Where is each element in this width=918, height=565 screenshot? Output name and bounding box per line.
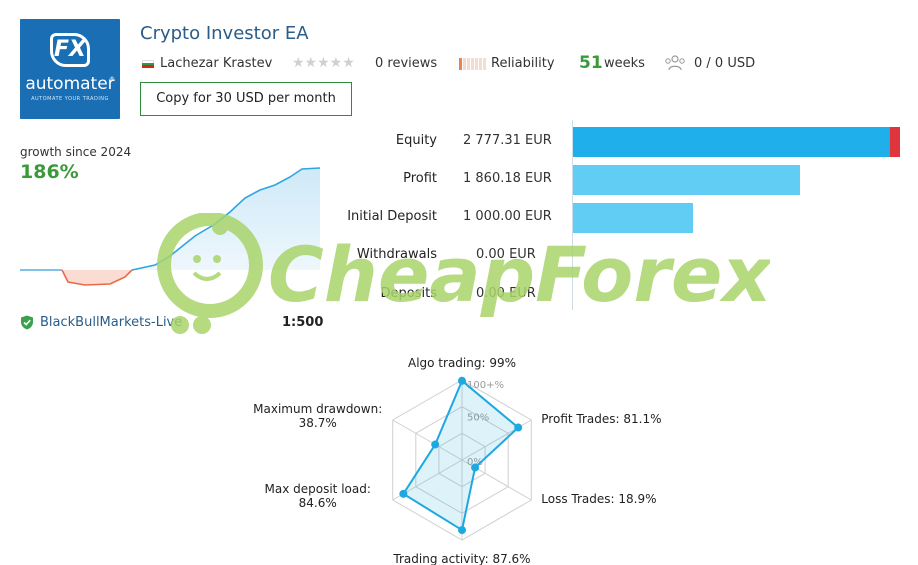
weeks-label: weeks [604, 56, 645, 71]
deposits-value: 0.00 EUR [476, 286, 536, 301]
rating-stars-icon: ★★★★★ [292, 55, 355, 71]
broker-link[interactable]: BlackBullMarkets-Live [40, 315, 183, 330]
verified-shield-icon [20, 315, 34, 334]
deposits-label: Deposits [380, 286, 437, 301]
logo-fx-mark: FX [50, 33, 90, 67]
radar-point-2 [471, 463, 480, 472]
radar-point-4 [399, 489, 408, 498]
radar-ring-label-0: 100+% [467, 380, 504, 391]
growth-sparkline[interactable] [20, 160, 322, 300]
equity-label: Equity [395, 133, 437, 148]
author-name[interactable]: Lachezar Krastev [160, 56, 273, 71]
radar-ring-label-2: 0% [467, 457, 483, 468]
radar-spoke-5 [392, 419, 463, 461]
radar-point-1 [514, 423, 523, 432]
equity-value: 2 777.31 EUR [463, 133, 552, 148]
drawdown-line [61, 269, 133, 286]
radar-label-3: Trading activity: 87.6% [393, 552, 531, 565]
leverage-value: 1:500 [282, 315, 324, 330]
subscribers-value: 0 / 0 USD [694, 56, 756, 71]
withdrawals-value: 0.00 EUR [476, 247, 536, 262]
signal-title[interactable]: Crypto Investor EA [140, 23, 309, 44]
financial-bar-0 [572, 127, 890, 157]
radar-label-2: Loss Trades: 18.9% [541, 492, 657, 506]
radar-point-5 [431, 440, 440, 449]
profit-label: Profit [403, 171, 437, 186]
initial-deposit-value: 1 000.00 EUR [463, 209, 552, 224]
bulgaria-flag-icon [142, 60, 154, 68]
logo-tagline: AUTOMATE YOUR TRADING [31, 96, 109, 102]
radar-label-1: Profit Trades: 81.1% [541, 412, 662, 426]
financial-bar-1 [572, 165, 800, 195]
radar-label-5: Maximum drawdown: 38.7% [253, 402, 383, 430]
radar-label-0: Algo trading: 99% [407, 356, 516, 370]
profit-value: 1 860.18 EUR [463, 171, 552, 186]
financial-bar-2 [572, 203, 693, 233]
radar-chart: 100+% 50% 0% [392, 376, 532, 541]
reliability-bar [459, 58, 487, 70]
copy-signal-button[interactable]: Copy for 30 USD per month [140, 82, 352, 116]
logo-wordmark: automater [25, 74, 115, 94]
logo-registered-mark: ® [109, 76, 115, 83]
growth-label: growth since 2024 [20, 145, 132, 159]
financial-bars [572, 120, 918, 310]
withdrawals-label: Withdrawals [356, 247, 437, 262]
bars-axis-line [572, 120, 573, 310]
weeks-value: 51 [579, 53, 603, 73]
equity-loss-bar [890, 127, 900, 157]
radar-point-0 [458, 376, 466, 385]
growth-value: 186% [20, 161, 79, 183]
initial-deposit-label: Initial Deposit [347, 209, 437, 224]
radar-area [401, 379, 520, 532]
radar-ring-label-1: 50% [467, 413, 489, 424]
subscribers-icon [664, 54, 686, 76]
logo: FX automater ® AUTOMATE YOUR TRADING [20, 19, 120, 119]
radar-point-3 [458, 526, 466, 535]
reliability-label: Reliability [491, 56, 555, 71]
radar-label-4: Max deposit load: 84.6% [264, 482, 371, 510]
reviews-count[interactable]: 0 reviews [375, 56, 438, 71]
